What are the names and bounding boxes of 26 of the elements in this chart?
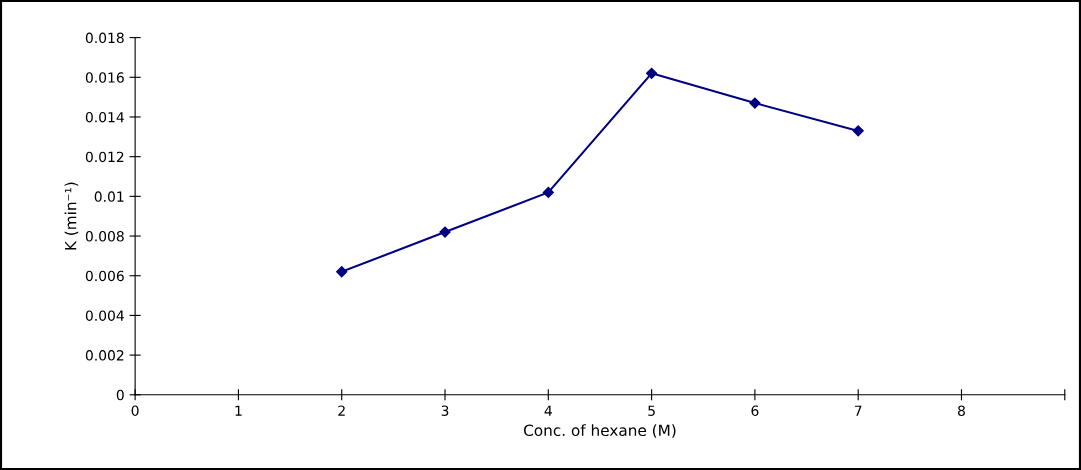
- point: [749, 97, 761, 109]
- x-tick-label: 3: [441, 405, 449, 416]
- y-tick-label: 0.016: [85, 72, 124, 83]
- x-tick-label: 2: [338, 405, 345, 416]
- point: [542, 186, 554, 198]
- y-tick-label: 0.012: [85, 151, 124, 163]
- y-tick-label: 0.018: [85, 32, 124, 44]
- x-tick-label: 4: [544, 405, 552, 416]
- x-tick-label: 8: [958, 405, 965, 416]
- y-tick-label: 0.014: [85, 111, 124, 123]
- y-tick-label: 0.002: [85, 350, 124, 361]
- x-axis-title: Conc. of hexane (M): [523, 424, 676, 438]
- x-tick-label: 0: [131, 405, 139, 416]
- y-tick-label: 0.008: [85, 231, 124, 242]
- point: [336, 266, 348, 278]
- y-axis-title: K (min⁻¹): [64, 182, 79, 250]
- x-tick-label: 7: [854, 405, 862, 416]
- y-tick-label: 0.004: [85, 310, 124, 321]
- y-tick-label: 0.01: [94, 191, 124, 202]
- y-tick-label: 0: [116, 389, 124, 401]
- x-tick-label: 1: [235, 405, 242, 416]
- point: [645, 67, 658, 79]
- x-tick-label: 5: [648, 405, 655, 416]
- x-tick-label: 6: [751, 405, 759, 416]
- point: [852, 125, 864, 137]
- y-tick-label: 0.006: [85, 270, 124, 282]
